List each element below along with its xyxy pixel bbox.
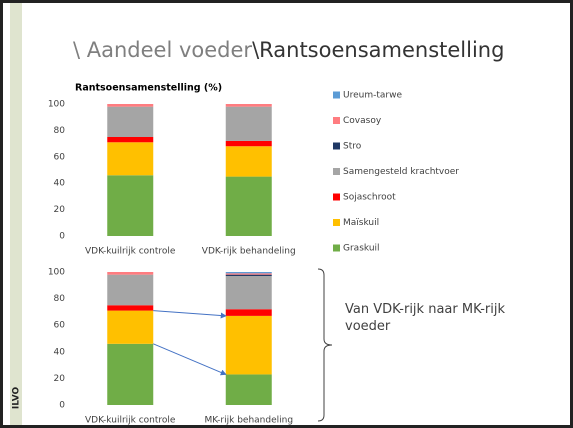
y-tick-label: 20 [54, 205, 66, 215]
bar-segment [225, 273, 272, 275]
legend-swatch [333, 142, 340, 150]
x-tick-label: VDK-kuilrijk controle [85, 416, 176, 426]
chart-title: Rantsoensamenstelling (%) [75, 83, 222, 94]
legend-label: Ureum-tarwe [343, 91, 402, 101]
bar-segment [225, 272, 272, 274]
legend-swatch [333, 244, 340, 252]
bar-segment [225, 275, 272, 310]
y-tick-label: 80 [54, 294, 66, 304]
x-tick-label: MK-rijk behandeling [204, 416, 293, 426]
arrow [153, 343, 227, 376]
legend-swatch [333, 168, 340, 175]
bar-segment [107, 274, 154, 306]
legend-label: Maïskuil [343, 218, 379, 228]
legend-label: Sojaschroot [343, 193, 396, 203]
legend-label: Samengesteld krachtvoer [343, 167, 459, 177]
chart: ILVO \ Aandeel voeder\Rantsoensamenstell… [10, 3, 504, 426]
legend-swatch [333, 193, 340, 201]
side-strip [10, 3, 22, 425]
bar-segment [225, 309, 272, 316]
bar-segment [225, 176, 272, 236]
bar-segment [107, 310, 154, 344]
y-tick-label: 60 [54, 152, 66, 162]
bar-segment [107, 175, 154, 236]
title-part: \Rantsoensamenstelling [252, 38, 504, 62]
y-tick-label: 60 [54, 321, 66, 331]
legend-swatch [333, 219, 340, 226]
bar-segment [107, 104, 154, 107]
annotation: Van VDK-rijk naar MK-rijk voeder [345, 302, 506, 334]
bar-segment [107, 305, 154, 311]
slide-title: \ Aandeel voeder\Rantsoensamenstelling [73, 38, 504, 62]
y-tick-label: 80 [54, 126, 66, 136]
bar-segment [107, 137, 154, 143]
bar-segment [225, 104, 272, 107]
bar-segment [225, 315, 272, 375]
bar-segment [225, 140, 272, 147]
y-tick-label: 40 [54, 179, 66, 189]
y-tick-label: 20 [54, 374, 66, 384]
y-tick-label: 0 [59, 401, 65, 411]
bar-segment [107, 142, 154, 176]
legend-label: Stro [343, 142, 362, 152]
x-tick-label: VDK-rijk behandeling [202, 247, 296, 257]
legend-swatch [333, 117, 340, 124]
legend-label: Covasoy [343, 116, 382, 126]
x-tick-label: VDK-kuilrijk controle [85, 247, 176, 257]
legend-swatch [333, 91, 340, 99]
title-part: \ Aandeel voeder [73, 38, 252, 62]
bar-segment [225, 146, 272, 177]
y-tick-label: 40 [54, 347, 66, 357]
bar-segment [107, 106, 154, 137]
y-tick-label: 100 [48, 100, 65, 110]
y-tick-label: 0 [59, 232, 65, 242]
arrow [153, 310, 227, 319]
bar-segment [225, 274, 272, 276]
bar-segment [225, 106, 272, 141]
y-tick-label: 100 [48, 268, 65, 278]
brace [317, 268, 333, 422]
bar-segment [107, 272, 154, 275]
bar-segment [107, 343, 154, 405]
legend-label: Graskuil [343, 244, 380, 254]
bar-segment [225, 374, 272, 405]
logo: ILVO [12, 387, 22, 410]
